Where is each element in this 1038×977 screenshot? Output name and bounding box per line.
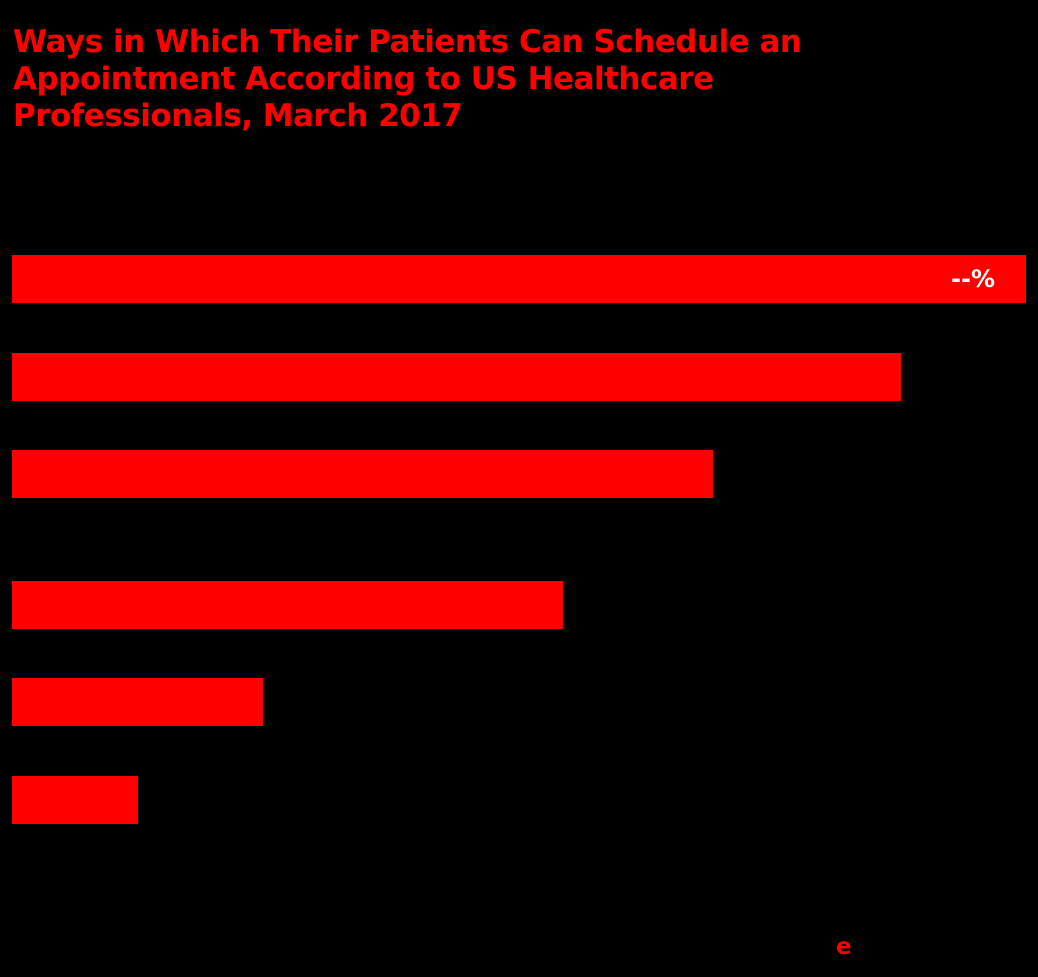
bar-5	[12, 678, 263, 726]
chart-title: Ways in Which Their Patients Can Schedul…	[13, 24, 913, 135]
bar-3	[12, 450, 713, 498]
emarketer-logo: e	[836, 934, 852, 960]
bar-6	[12, 776, 138, 824]
bar-1-value-label: --%	[951, 265, 995, 293]
chart-title-line-1: Ways in Which Their Patients Can Schedul…	[13, 24, 802, 60]
bar-2	[12, 353, 901, 401]
bar-4	[12, 581, 563, 629]
chart-title-line-2: Appointment According to US Healthcare	[13, 61, 714, 97]
bar-1: --%	[12, 255, 1026, 303]
chart-title-line-3: Professionals, March 2017	[13, 98, 463, 134]
